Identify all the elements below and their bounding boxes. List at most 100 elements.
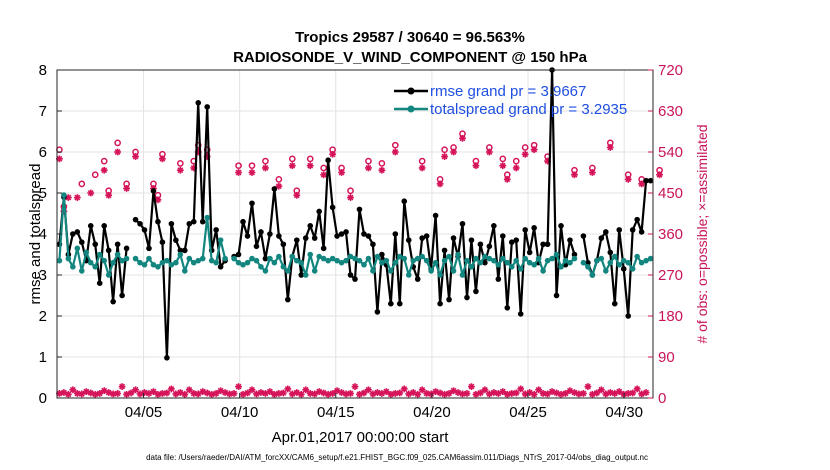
obs-assimilated-marker [459, 134, 466, 142]
rmse-point [441, 247, 448, 254]
obs-near-zero-marker [472, 390, 480, 398]
obs-possible-marker [512, 157, 520, 165]
spread-point [450, 268, 457, 274]
rmse-point [105, 247, 112, 254]
spread-point [567, 259, 573, 266]
spread-point [540, 268, 546, 274]
spread-point [132, 255, 139, 262]
rmse-point [620, 266, 627, 272]
obs-possible-marker [288, 155, 296, 163]
chart-title-line2: RADIOSONDE_V_WIND_COMPONENT @ 150 hPa [233, 49, 588, 66]
obs-near-zero-marker [351, 383, 359, 391]
obs-assimilated-marker [450, 148, 457, 156]
spread-point [544, 257, 551, 264]
spread-point [508, 264, 515, 270]
spread-point [276, 253, 282, 260]
tick-label-right: 90 [658, 349, 675, 366]
rmse-point [204, 104, 211, 110]
spread-point [594, 257, 600, 264]
obs-near-zero-marker [302, 386, 310, 394]
obs-assimilated-marker [378, 166, 386, 174]
rmse-point [513, 237, 520, 243]
rmse-point [280, 241, 287, 248]
rmse-point [271, 186, 278, 192]
obs-near-zero-marker [297, 390, 305, 398]
spread-point [65, 255, 72, 262]
rmse-point [401, 198, 408, 204]
rmse-point [423, 233, 430, 239]
spread-point [105, 272, 112, 278]
obs-near-zero-marker [512, 389, 520, 397]
rmse-point [544, 241, 551, 248]
tick-label-left: 3 [39, 267, 47, 284]
obs-near-zero-marker [562, 390, 569, 397]
obs-assimilated-marker [512, 164, 520, 172]
spread-point [168, 261, 175, 268]
spread-point [486, 255, 493, 262]
spread-point [285, 268, 291, 274]
rmse-point [464, 294, 470, 301]
tick-label-x: 04/25 [509, 404, 547, 421]
spread-point [101, 257, 107, 264]
obs-near-zero-marker [593, 389, 601, 397]
spread-point [338, 259, 345, 266]
spread-point [249, 255, 255, 262]
rmse-point [182, 247, 188, 254]
obs-near-zero-marker [230, 390, 238, 397]
rmse-series-line [58, 196, 128, 303]
obs-possible-marker [391, 141, 399, 149]
spread-point [401, 255, 408, 262]
spread-point [222, 255, 228, 262]
obs-near-zero-marker [597, 386, 605, 394]
rmse-point [388, 300, 394, 307]
rmse-point [522, 227, 528, 233]
spread-point [392, 259, 399, 266]
obs-assimilated-marker [338, 169, 345, 176]
obs-assimilated-marker [114, 148, 122, 156]
obs-near-zero-marker [279, 389, 287, 397]
spread-point [446, 253, 452, 260]
obs-near-zero-marker [248, 386, 256, 394]
obs-assimilated-marker [320, 171, 328, 179]
spread-point [141, 261, 148, 268]
spread-point [316, 253, 322, 260]
axis-ticks: 0 1 2 3 4 5 6 7 8 0 90 180 270 360 450 540 630 720 04/05 04… [39, 62, 683, 421]
spread-point [186, 255, 193, 262]
obs-near-zero-marker [445, 390, 453, 397]
rmse-point [101, 223, 107, 229]
spread-point [580, 259, 587, 266]
spread-point [491, 257, 497, 264]
spread-point [571, 255, 578, 262]
obs-assimilated-marker [306, 162, 314, 170]
rmse-point [482, 259, 488, 266]
rmse-point [477, 241, 484, 248]
rmse-point [114, 241, 121, 248]
obs-possible-marker [320, 164, 327, 172]
obs-possible-marker [521, 144, 529, 151]
rmse-point [473, 288, 479, 295]
rmse-point [486, 243, 493, 250]
obs-near-zero-marker [284, 385, 292, 393]
spread-point [74, 245, 81, 252]
spread-point [289, 253, 296, 260]
tick-label-right: 720 [658, 62, 683, 79]
spread-point [535, 255, 542, 262]
obs-near-zero-marker [477, 389, 484, 397]
rmse-point [74, 229, 81, 235]
spread-point [83, 249, 90, 256]
obs-near-zero-marker [118, 383, 126, 391]
rmse-point [213, 227, 219, 233]
obs-possible-marker [91, 171, 99, 179]
spread-point [361, 261, 367, 268]
spread-point [499, 255, 506, 262]
rmse-point [540, 241, 546, 248]
obs-near-zero-marker [69, 386, 77, 394]
obs-near-zero-marker [212, 390, 220, 397]
rmse-point [603, 229, 609, 235]
tick-label-left: 6 [39, 144, 47, 161]
spread-point [477, 259, 484, 266]
tick-label-x: 04/30 [605, 404, 643, 421]
obs-assimilated-marker [418, 164, 426, 172]
spread-point [629, 266, 636, 272]
